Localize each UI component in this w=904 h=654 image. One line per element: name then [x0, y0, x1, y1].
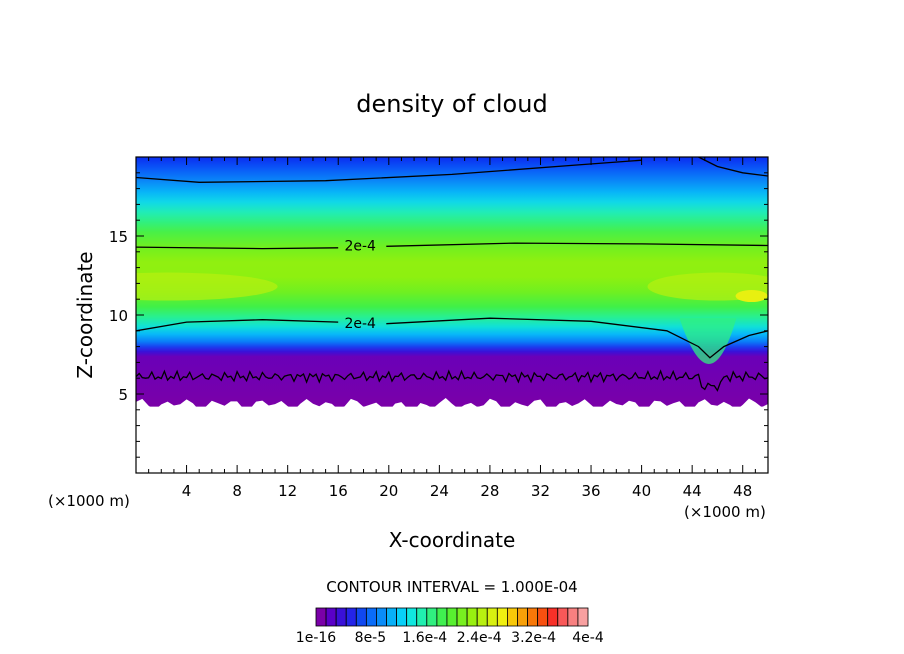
colorbar-label-2: 1.6e-4	[402, 630, 447, 646]
colorbar-label-0: 1e-16	[296, 630, 336, 646]
x-axis-ticks: 4 8 12 16 20 24 28 32 36 40 44 48	[148, 157, 756, 500]
x-tick-label-24: 24	[430, 482, 449, 500]
colorbar-swatch-4	[355, 607, 367, 627]
x-tick-label-12: 12	[278, 482, 297, 500]
colorbar-swatch-1	[325, 607, 337, 627]
x-tick-label-32: 32	[531, 482, 550, 500]
y-tick-label-5: 5	[118, 386, 128, 404]
colorbar-swatch-9	[406, 607, 418, 627]
y-axis-ticks: 5 10 15	[109, 172, 768, 458]
colorbar-swatch-17	[486, 607, 498, 627]
x-tick-label-36: 36	[581, 482, 600, 500]
x-tick-label-40: 40	[632, 482, 651, 500]
contour-lines: 2e-4 2e-4	[136, 157, 768, 392]
contour-label-0: 2e-4	[344, 238, 376, 254]
x-tick-label-28: 28	[480, 482, 499, 500]
colorbar-labels: 1e-16 8e-5 1.6e-4 2.4e-4 3.2e-4 4e-4	[296, 630, 604, 646]
colorbar-label-1: 8e-5	[355, 630, 386, 646]
colorbar-swatch-3	[345, 607, 357, 627]
x-tick-label-20: 20	[379, 482, 398, 500]
colorbar-swatch-18	[496, 607, 508, 627]
colorbar-swatch-2	[335, 607, 347, 627]
chart-title: density of cloud	[356, 90, 547, 118]
downdraft-notch	[679, 318, 737, 364]
contour-upper	[136, 159, 642, 183]
colorbar-swatch-7	[386, 607, 397, 627]
colorbar-swatch-11	[426, 607, 438, 627]
colorbar-swatch-26	[577, 607, 589, 627]
colorbar-swatch-20	[517, 607, 528, 627]
contour-2e4-upper-b	[386, 242, 768, 247]
x-axis-unit-right: (×1000 m)	[684, 503, 766, 521]
colorbar-swatch-13	[446, 607, 458, 627]
contour-upper-right	[698, 157, 768, 177]
field-max-left	[136, 272, 278, 301]
colorbar-label-4: 3.2e-4	[511, 630, 556, 646]
colorbar-swatch-0	[315, 607, 327, 627]
contour-interval-label: CONTOUR INTERVAL = 1.000E-04	[326, 578, 577, 596]
x-tick-label-8: 8	[232, 482, 242, 500]
x-axis-unit-left: (×1000 m)	[48, 492, 130, 510]
colorbar-swatch-21	[527, 607, 539, 627]
x-tick-label-16: 16	[329, 482, 348, 500]
colorbar-swatch-25	[567, 607, 579, 627]
x-tick-label-44: 44	[683, 482, 702, 500]
colorbar-swatch-8	[396, 607, 408, 627]
colorbar-swatch-6	[376, 607, 387, 627]
colorbar	[315, 607, 589, 627]
colorbar-swatch-10	[416, 607, 428, 627]
contour-2e4-upper-a	[136, 246, 339, 250]
colorbar-swatch-5	[365, 607, 377, 627]
x-axis-label: X-coordinate	[389, 528, 516, 552]
contour-2e4-lower-b	[386, 317, 768, 359]
colorbar-swatch-12	[436, 607, 448, 627]
heatmap-field	[136, 157, 768, 473]
colorbar-label-3: 2.4e-4	[457, 630, 502, 646]
x-tick-label-4: 4	[182, 482, 192, 500]
colorbar-swatch-24	[557, 607, 569, 627]
colorbar-swatch-19	[507, 607, 518, 627]
colorbar-swatch-14	[456, 607, 468, 627]
clear-air-region	[136, 398, 768, 473]
x-tick-label-48: 48	[733, 482, 752, 500]
colorbar-swatch-15	[466, 607, 478, 627]
contour-label-1: 2e-4	[344, 316, 376, 332]
contour-2e4-lower-a	[136, 319, 339, 332]
colorbar-swatch-22	[537, 607, 549, 627]
colorbar-swatch-23	[547, 607, 559, 627]
contour-cloud-base	[136, 369, 768, 392]
colorbar-swatch-16	[476, 607, 488, 627]
y-tick-label-10: 10	[109, 307, 128, 325]
field-peak-right	[735, 290, 768, 303]
y-tick-label-15: 15	[109, 228, 128, 246]
colorbar-label-5: 4e-4	[572, 630, 604, 646]
y-axis-label: Z-coordinate	[73, 251, 97, 378]
